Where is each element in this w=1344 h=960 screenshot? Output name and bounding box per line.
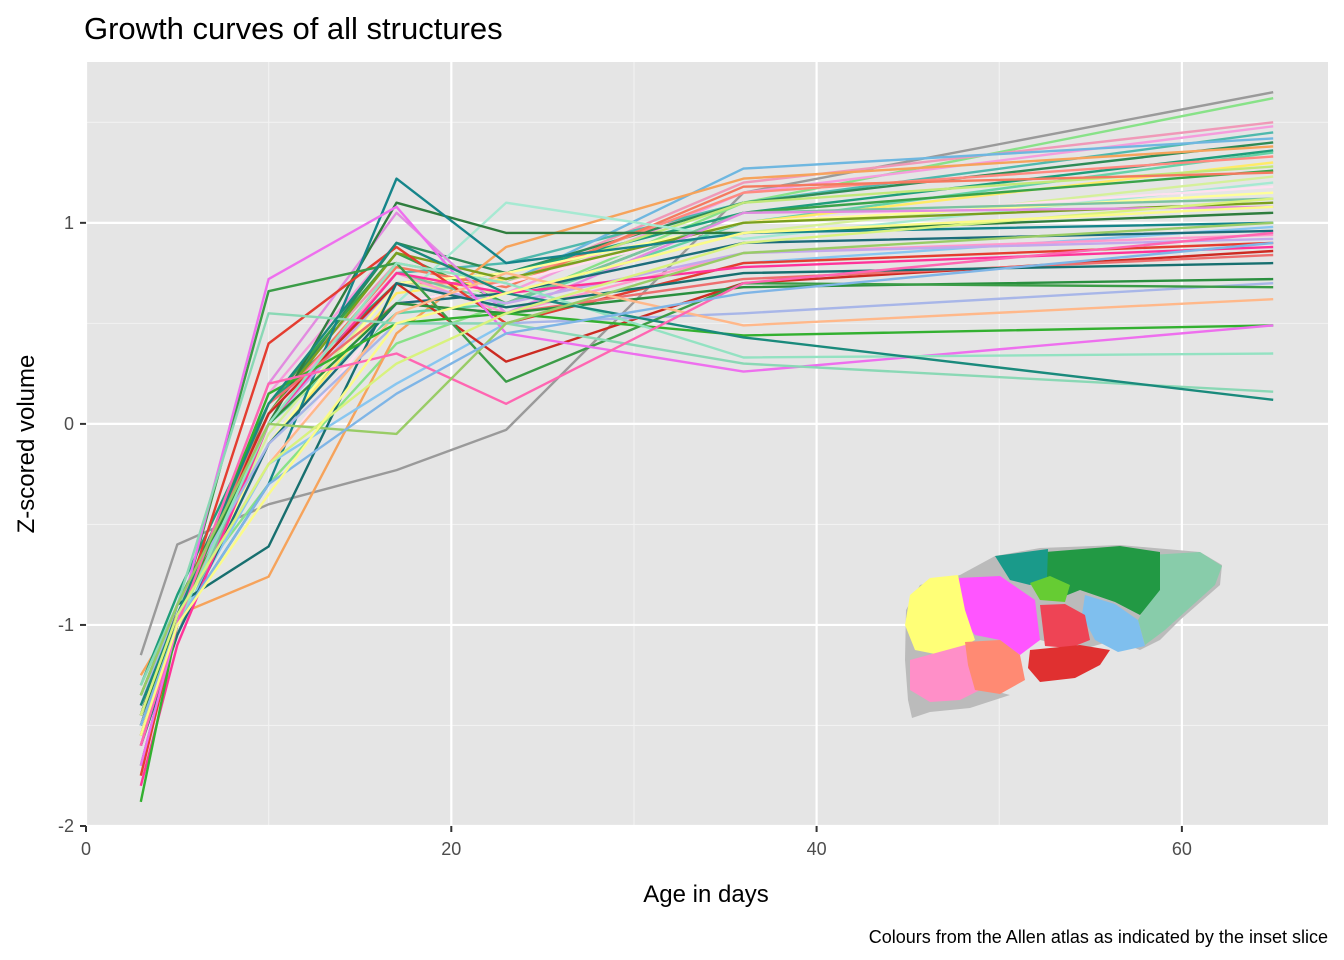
inset-region-red (1028, 645, 1110, 682)
grid-lines (84, 62, 1328, 828)
inset-region-yellow (905, 575, 975, 656)
inset-region-magenta (955, 576, 1040, 655)
y-axis-title: Z-scored volume (13, 355, 40, 534)
y-tick-label: 0 (64, 414, 74, 434)
x-tick-label: 40 (807, 839, 827, 859)
x-tick-label: 60 (1172, 839, 1192, 859)
series-line-46 (139, 197, 1274, 716)
allen-atlas-inset-slice (905, 545, 1222, 718)
inset-region-teal (995, 549, 1048, 585)
x-tick-label: 20 (441, 839, 461, 859)
inset-region-green-light (1030, 576, 1070, 602)
series-lines (139, 91, 1274, 803)
y-tick-label: -1 (58, 615, 74, 635)
series-line-47 (139, 205, 1274, 736)
series-line-44 (139, 221, 1274, 696)
x-tick-label: 0 (81, 839, 91, 859)
inset-region-pink (910, 645, 980, 702)
chart-caption: Colours from the Allen atlas as indicate… (869, 927, 1328, 947)
inset-region-salmon (965, 640, 1025, 694)
axis-ticks: 0 20 40 60 -2 -1 0 1 (58, 213, 1192, 859)
inset-region-blue (1082, 595, 1145, 652)
inset-region-red-light (1040, 604, 1090, 648)
inset-region-cortex-dark (1045, 546, 1160, 615)
series-line-30 (139, 245, 1274, 787)
y-tick-label: -2 (58, 816, 74, 836)
y-tick-label: 1 (64, 213, 74, 233)
x-axis-title: Age in days (643, 881, 768, 908)
chart-title: Growth curves of all structures (84, 11, 503, 46)
